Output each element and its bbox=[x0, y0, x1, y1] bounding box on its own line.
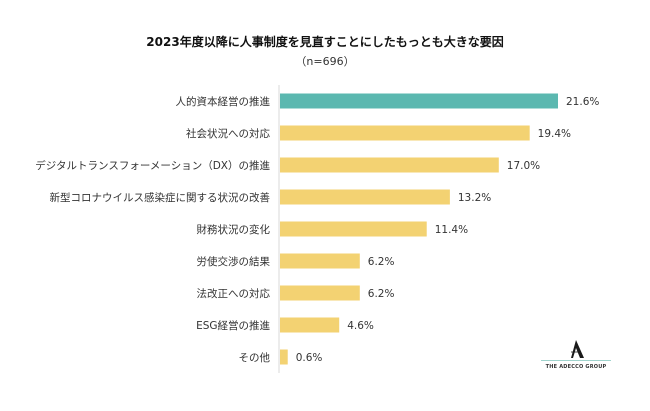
bar bbox=[280, 125, 530, 141]
value-label: 19.4% bbox=[538, 128, 571, 140]
bar bbox=[280, 93, 558, 109]
category-label: その他 bbox=[239, 351, 271, 364]
value-label: 0.6% bbox=[296, 352, 323, 364]
value-label: 13.2% bbox=[458, 192, 491, 204]
value-label: 17.0% bbox=[507, 160, 540, 172]
adecco-logo: THE ADECCO GROUP bbox=[536, 340, 616, 370]
bar bbox=[280, 349, 288, 365]
value-label: 4.6% bbox=[347, 320, 374, 332]
chart-title: 2023年度以降に人事制度を見直すことにしたもっとも大きな要因 bbox=[146, 35, 504, 49]
chart-subtitle: （n=696） bbox=[295, 55, 355, 68]
category-label: 財務状況の変化 bbox=[197, 223, 271, 236]
category-label: 社会状況への対応 bbox=[186, 127, 270, 140]
value-label: 21.6% bbox=[566, 96, 599, 108]
value-label: 6.2% bbox=[368, 288, 395, 300]
bar bbox=[280, 221, 427, 237]
bar bbox=[280, 157, 499, 173]
adecco-a-icon bbox=[571, 340, 584, 358]
bar bbox=[280, 189, 450, 205]
value-label: 6.2% bbox=[368, 256, 395, 268]
bar bbox=[280, 253, 360, 269]
category-label: 新型コロナウイルス感染症に関する状況の改善 bbox=[50, 191, 271, 204]
category-label: ESG経営の推進 bbox=[196, 319, 270, 332]
bar bbox=[280, 317, 340, 333]
category-label: 法改正への対応 bbox=[197, 287, 271, 300]
category-label: デジタルトランスフォーメーション（DX）の推進 bbox=[35, 159, 270, 172]
category-label: 人的資本経営の推進 bbox=[176, 95, 271, 108]
bar bbox=[280, 285, 360, 301]
logo-rule bbox=[541, 360, 611, 361]
category-label: 労使交渉の結果 bbox=[197, 255, 271, 268]
logo-text: THE ADECCO GROUP bbox=[545, 364, 607, 370]
value-label: 11.4% bbox=[435, 224, 468, 236]
